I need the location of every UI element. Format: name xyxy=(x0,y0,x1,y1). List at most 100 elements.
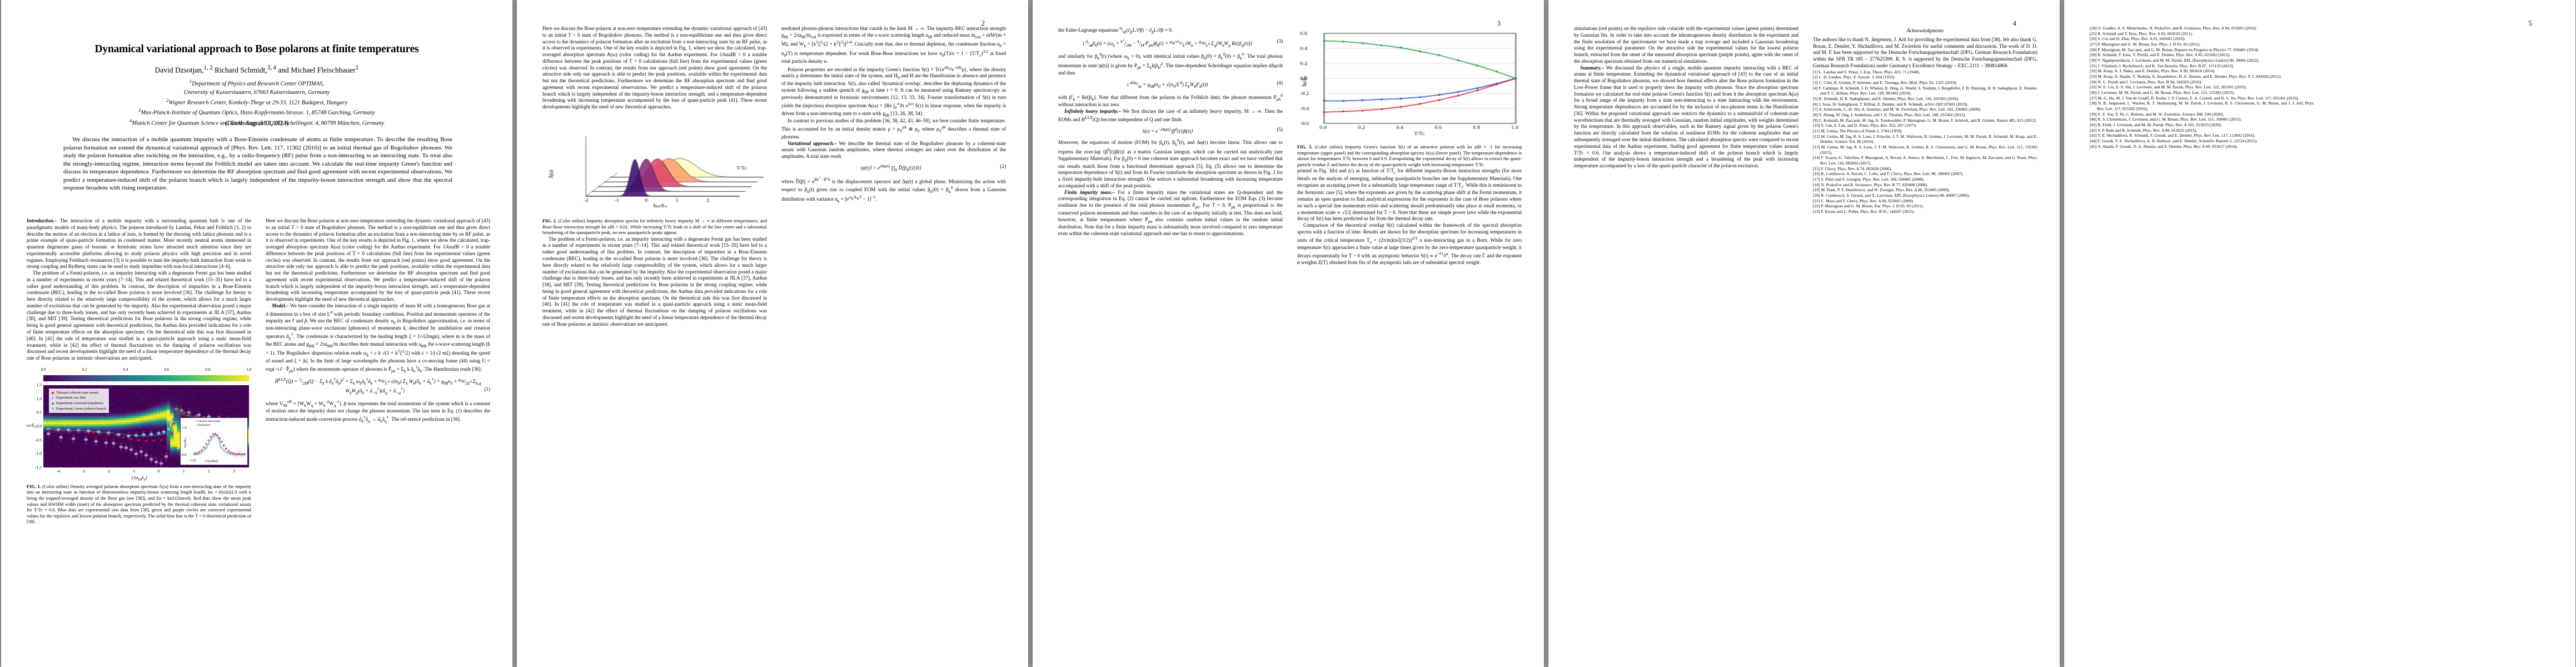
reference-item: [28] P. Massignan, M. Zaccanti, and G. M… xyxy=(2090,47,2314,53)
figure-1-plot: 0.0 0.2 0.4 0.6 0.8 1.0 1.5 1.0 0.5 0.0 -0.5 -1.… xyxy=(27,366,251,482)
page-2-column-left: Here we discuss the Bose polaron at non-… xyxy=(542,26,767,657)
reference-item: [39] Z. Z. Yan, Y. Ni, C. Robens, and M.… xyxy=(2090,112,2314,117)
reference-item: [19] M. Punk, P. T. Dumitrescu, and W. Z… xyxy=(1813,187,2037,193)
p3-para-1: the Euler-Lagrange equations d/dt(∂βL/∂β… xyxy=(1058,26,1283,35)
reference-item: [41] B. Field, J. Levinsen, and M. M. Pa… xyxy=(2090,122,2314,128)
section-heading-variational: Variational approach.– xyxy=(788,141,837,146)
reference-list-1: [1] L. Landau and S. Pekar, J. Exp. Theo… xyxy=(1813,69,2037,215)
section-heading-heavy-impurity: Infinitely heavy impurity.– xyxy=(1064,108,1121,114)
abstract: We discuss the interaction of a mobile q… xyxy=(63,136,452,192)
figure-1-caption-text: (Color online) Density averaged polaron … xyxy=(27,484,251,524)
reference-item: [29] R. Schmidt, T. Enss, V. Pietilä, an… xyxy=(2090,52,2314,58)
p3-para-7: printed in Fig. 3(b) and (c) as function… xyxy=(1297,168,1522,222)
reference-item: [8] Y. Zhang, W. Ong, I. Arakelyan, and … xyxy=(1813,112,2037,118)
page-3-column-right: FIG. 3. (Color online) Impurity Green's … xyxy=(1297,26,1522,657)
intro-paragraph: Introduction.– The interaction of a mobi… xyxy=(27,218,251,270)
reference-item: [17] S. Pilati and S. Giorgini, Phys. Re… xyxy=(1813,177,2037,182)
reference-item: [33] M. Knap, A. Shashi, Y. Nishida, A. … xyxy=(2090,74,2314,79)
para-after-eq1: where VIBeff = [WkWq + Wk-1Wq-1]. p̂ now… xyxy=(266,399,490,424)
page-5-column-right xyxy=(2329,26,2553,657)
reference-item: [11] M. Cetina, The Physics of Fluids 2,… xyxy=(1813,128,2037,134)
page-3: 3 the Euler-Lagrange equations d/dt(∂βL/… xyxy=(1033,0,1544,667)
figure-1-x-axis: -4 -3 -2 -1 0 1 23 xyxy=(43,469,249,475)
figure-1-y-label: ħω/En xyxy=(27,423,42,430)
p3-para-4: Infinitely heavy impurity.– We first dis… xyxy=(1058,108,1283,123)
reference-item: [16] R. Combescot, A. Recati, C. Lobo, a… xyxy=(1813,171,2037,177)
reference-item: [27] P. Massignan and G. M. Bruun, Eur. … xyxy=(2090,42,2314,47)
legend-item-0: Thermal coherent state ansatz xyxy=(52,390,106,396)
equation-4: i dΔφ/dt = gIB(n0 + √(n0/Ld) ΣkWkβ′k(t))… xyxy=(1058,80,1283,89)
reference-item: [37] M.-G. Hu, M. J. Van de Graaff, D. K… xyxy=(2090,96,2314,101)
reference-item: [43] Y. E. Shchadilova, R. Schmidt, F. G… xyxy=(2090,133,2314,138)
p2-para-4: Polaron properties are encoded in the im… xyxy=(781,65,1006,118)
p4-para-1: simulations (red points) on the repulsiv… xyxy=(1574,26,1798,65)
page-3-columns: the Euler-Lagrange equations d/dt(∂βL/∂β… xyxy=(1058,26,1522,657)
p3-para-6: Finite impurity mass.– For a finite impu… xyxy=(1058,190,1283,237)
dated-line: (Dated: August 18, 2024) xyxy=(46,120,468,127)
figure-1-y-axis: 1.51.00.5 0.0-0.5-1.0 -1.5 ħω/En xyxy=(27,385,43,467)
reference-item: [21] C. Mora and F. Chevy, Phys. Rev. A … xyxy=(1813,198,2037,204)
reference-item: [25] R. Schmidt and T. Enss, Phys. Rev. … xyxy=(2090,31,2314,37)
figure-1-colorbar xyxy=(43,375,249,381)
p2-para-5: In contrast to previous studies of this … xyxy=(781,118,1006,140)
reference-item: [4] F. Camargo, R. Schmidt, J. D. Whalen… xyxy=(1813,86,2037,96)
figure-1-caption: FIG. 1. (Color online) Density averaged … xyxy=(27,484,251,525)
para-fermi-polaron: The problem of a Fermi-polaron, i.e. an … xyxy=(27,270,251,362)
reference-item: [38] N. B. Jørgensen, L. Wacker, K. T. S… xyxy=(2090,101,2314,111)
affiliation-2: 2Wigner Research Center, Konkoly-Thege u… xyxy=(46,97,468,107)
page-1: arXiv:1909.12856v1 [cond-mat.quant-gas] … xyxy=(1,0,512,667)
p2-para-7: where D̂[β] = eβâ†−β*â is the displaceme… xyxy=(781,176,1006,204)
reference-item: [18] N. Prokof'ev and B. Svistunov, Phys… xyxy=(1813,182,2037,188)
reference-item: [5] R. Schmidt, H. R. Sadeghpour, and E.… xyxy=(1813,96,2037,102)
reference-item: [44] F. Grusdt, Y. E. Shchadilova, A. N.… xyxy=(2090,138,2314,144)
reference-item: [3] C. Chin, R. Grimm, P. Julienne, and … xyxy=(1813,80,2037,86)
reference-item: [26] S. Cui and H. Zhai, Phys. Rev. A 81… xyxy=(2090,36,2314,42)
figure-2-caption-text: (Color online) Impurity absorption spect… xyxy=(542,218,767,235)
page-title: Dynamical variational approach to Bose p… xyxy=(34,43,479,56)
page-4-columns: simulations (red points) on the repulsiv… xyxy=(1574,26,2037,657)
page-2-columns: Here we discuss the Bose polaron at non-… xyxy=(542,26,1006,657)
reference-item: [35] W. E. Liu, Z.-Y. Shi, J. Levinsen, … xyxy=(2090,84,2314,90)
page-5: 5 [24] O. Goulko, A. S. Mishchenko, N. P… xyxy=(2064,0,2575,667)
section-heading-summary: Summary.– xyxy=(1580,65,1604,71)
figure-1-x-label: 1/(aIBkn) xyxy=(27,475,251,482)
para-model: Model.– We here consider the interaction… xyxy=(266,303,490,374)
reference-item: [6] J. Sous, H. Sadeghpour, T. Killian, … xyxy=(1813,102,2037,107)
para-method: Here we discuss the Bose polaron at non-… xyxy=(266,218,490,303)
page-5-columns: [24] O. Goulko, A. S. Mishchenko, N. Pro… xyxy=(2090,26,2553,657)
reference-item: [2] L. D. Landau, Phys. Z. Sowjet. 3, 66… xyxy=(1813,74,2037,80)
reference-item: [24] O. Goulko, A. S. Mishchenko, N. Pro… xyxy=(2090,26,2314,31)
author-list: David Dzsotjan,1, 2 Richard Schmidt,3, 4… xyxy=(51,64,462,75)
acknowledgments-text: The authors like to thank N. Jørgensen, … xyxy=(1813,37,2037,69)
reference-item: [20] R. Combescot, S. Giraud, and X. Ley… xyxy=(1813,193,2037,198)
reference-item: [45] A. Shashi, F. Grusdt, D. A. Abanin,… xyxy=(2090,144,2314,150)
figure-1: 0.0 0.2 0.4 0.6 0.8 1.0 1.5 1.0 0.5 0.0 -0.5 -1.… xyxy=(27,366,251,525)
figure-1-label: FIG. 1. xyxy=(27,484,41,489)
figure-1-inset: • Coherent state ansatz + Experiment xyxy=(180,417,248,465)
legend-item-2: Experiment corrected (repulsive) xyxy=(52,401,106,406)
document-viewport[interactable]: arXiv:1909.12856v1 [cond-mat.quant-gas] … xyxy=(0,0,2576,667)
p2-para-1: Here we discuss the Bose polaron at non-… xyxy=(542,26,767,111)
p2-para-3: mediated phonon-phonon interactions that… xyxy=(781,26,1006,65)
intro-text: The interaction of a mobile impurity wit… xyxy=(27,218,251,269)
reference-item: [14] F. Scazza, G. Valtolina, P. Massign… xyxy=(1813,155,2037,166)
figure-1-colorbar-ticks: 0.0 0.2 0.4 0.6 0.8 1.0 xyxy=(43,367,249,374)
p3-para-5: Moreover, the equations of motion (EOM) … xyxy=(1058,138,1283,189)
figure-3-label: FIG. 3. xyxy=(1297,145,1313,150)
page-1-column-left: Introduction.– The interaction of a mobi… xyxy=(27,218,251,657)
page-2: 2 Here we discuss the Bose polaron at no… xyxy=(517,0,1028,667)
equation-5: S(t) = e−iΔφ(t)⟨β0(t)|β(t)⟩ (5) xyxy=(1058,127,1283,135)
legend-item-3: Experiment, lowest polaron branch xyxy=(52,406,106,412)
reference-item: [31] J. Vlietinck, J. Ryckebusch, and K.… xyxy=(2090,63,2314,69)
section-heading-introduction: Introduction.– xyxy=(27,218,57,223)
equation-1: ĤLLP(Q) = 1/2M(Q − Σk k âk†âk)2 + Σk ωkâ… xyxy=(266,377,490,395)
reference-item: [23] P. Kroiss and L. Pollet, Phys. Rev.… xyxy=(1813,209,2037,215)
page-1-columns: Introduction.– The interaction of a mobi… xyxy=(27,218,490,657)
reference-item: [42] S. P. Rath and R. Schmidt, Phys. Re… xyxy=(2090,128,2314,133)
affiliation-3: 3Max-Planck-Institute of Quantum Optics,… xyxy=(46,107,468,117)
figure-3-caption-text: (Color online) Impurity Green's function… xyxy=(1297,145,1522,167)
reference-item: [32] M. Knap, A. J. Daley, and E. Demler… xyxy=(2090,68,2314,74)
reference-item: [9] C. Kohstall, M. Zaccanti, M. Jag, A.… xyxy=(1813,118,2037,123)
p3-para-3: with β′k = Re[βk]. Note that different f… xyxy=(1058,93,1283,108)
page-5-column-left: [24] O. Goulko, A. S. Mishchenko, N. Pro… xyxy=(2090,26,2314,657)
